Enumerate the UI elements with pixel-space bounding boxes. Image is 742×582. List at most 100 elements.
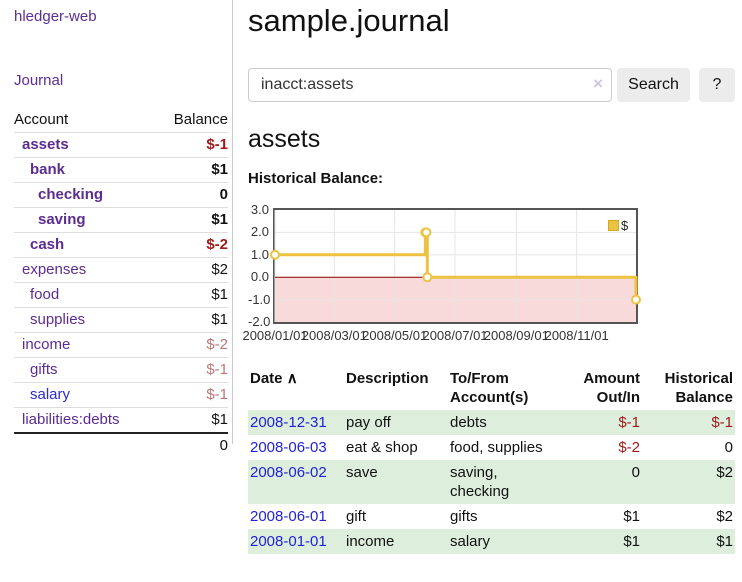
account-heading: assets xyxy=(248,125,321,153)
account-row: gifts $-1 xyxy=(14,357,228,383)
transaction-balance: $1 xyxy=(716,533,733,550)
historical-balance-chart[interactable]: $3.0 2.0 1.0 0.0 -1.0 -2.0 2008/01/01 2008/03/0… xyxy=(242,203,688,346)
transaction-amount: 0 xyxy=(631,464,640,481)
account-link-expenses[interactable]: expenses xyxy=(22,261,87,278)
account-row: checking 0 xyxy=(14,182,228,208)
transaction-amount: $1 xyxy=(623,533,640,550)
account-link-salary[interactable]: salary xyxy=(30,386,71,403)
x-axis-tick-label: 2008/05/01 xyxy=(362,328,428,343)
account-link-income[interactable]: income xyxy=(22,336,71,353)
transaction-accounts: gifts xyxy=(450,508,478,525)
x-axis-tick-label: 2008/07/01 xyxy=(422,328,488,343)
account-link-cash[interactable]: cash xyxy=(30,236,65,253)
search-box: × xyxy=(248,68,612,102)
nav-journal-link[interactable]: Journal xyxy=(14,72,64,89)
transaction-description: pay off xyxy=(346,414,391,431)
register-header-accounts: To/From Account(s) xyxy=(450,370,529,406)
account-link-bank[interactable]: bank xyxy=(30,161,66,178)
account-balance: $1 xyxy=(211,286,228,303)
page-title: sample.journal xyxy=(248,3,450,38)
account-balance: $-2 xyxy=(206,236,228,253)
clear-search-icon[interactable]: × xyxy=(593,74,603,93)
account-row: liabilities:debts $1 xyxy=(14,407,228,434)
accounts-header-account: Account xyxy=(14,111,69,128)
sort-ascending-icon: ∧ xyxy=(286,370,298,387)
account-link-gifts[interactable]: gifts xyxy=(30,361,58,378)
account-row: food $1 xyxy=(14,282,228,308)
account-link-supplies[interactable]: supplies xyxy=(30,311,86,328)
y-axis-tick-label: -2.0 xyxy=(248,314,271,329)
account-balance: $1 xyxy=(211,211,228,228)
account-balance: $1 xyxy=(211,411,228,428)
register-row[interactable]: 2008-01-01 income salary $1 $1 xyxy=(248,529,735,554)
account-row: income $-2 xyxy=(14,332,228,358)
y-axis-tick-label: 1.0 xyxy=(250,246,269,262)
accounts-table: Account Balance assets $-1 bank $1 checking 0… xyxy=(14,108,228,458)
accounts-header-row: Account Balance xyxy=(14,108,228,133)
account-row: saving $1 xyxy=(14,207,228,233)
register-row[interactable]: 2008-06-01 gift gifts $1 $2 xyxy=(248,504,735,529)
legend-label: $ xyxy=(621,218,629,233)
search-button[interactable]: Search xyxy=(617,68,690,102)
transaction-description: gift xyxy=(346,508,367,525)
x-axis-tick-label: 2008/01/01 xyxy=(242,328,308,343)
register-header-date[interactable]: Date ∧ xyxy=(250,370,298,387)
transaction-accounts: saving, checking xyxy=(450,464,510,500)
account-link-food[interactable]: food xyxy=(30,286,60,303)
register-row[interactable]: 2008-06-03 eat & shop food, supplies $-2 0 xyxy=(248,435,735,460)
chart-plot-area[interactable]: $ xyxy=(270,208,641,324)
y-axis-tick-label: 0.0 xyxy=(250,269,269,285)
transaction-date-link[interactable]: 2008-01-01 xyxy=(250,533,327,550)
transaction-accounts: salary xyxy=(450,533,491,550)
y-axis-tick-label: -1.0 xyxy=(248,291,271,307)
account-balance: $-1 xyxy=(206,386,228,403)
accounts-header-balance: Balance xyxy=(173,111,228,128)
transaction-balance: $2 xyxy=(716,508,733,525)
register-table: Date ∧ Description To/From Account(s) Am… xyxy=(248,366,735,554)
account-link-checking[interactable]: checking xyxy=(38,186,104,203)
register-header-amount: Amount Out/In xyxy=(583,370,640,406)
account-link-liabilities-debts[interactable]: liabilities:debts xyxy=(22,411,120,428)
sidebar: hledger-web Journal Account Balance asse… xyxy=(0,0,233,454)
search-input[interactable] xyxy=(248,68,612,102)
chart-title: Historical Balance: xyxy=(248,170,384,187)
transaction-amount: $1 xyxy=(623,508,640,525)
transaction-description: income xyxy=(346,533,395,550)
account-row: assets $-1 xyxy=(14,132,228,158)
y-axis-tick-label: 2.0 xyxy=(250,224,269,240)
transaction-date-link[interactable]: 2008-06-02 xyxy=(250,464,327,481)
data-point-marker xyxy=(631,294,641,305)
account-row: salary $-1 xyxy=(14,382,228,408)
x-axis-tick-label: 2008/09/01 xyxy=(483,328,549,343)
account-link-assets[interactable]: assets xyxy=(22,136,69,153)
account-balance: 0 xyxy=(219,186,228,203)
x-axis-tick-label: 2008/11/01 xyxy=(544,328,609,343)
y-axis-tick-label: 3.0 xyxy=(250,202,269,217)
chart-legend: $ xyxy=(608,218,628,233)
account-balance: $2 xyxy=(211,261,228,278)
app-brand-link[interactable]: hledger-web xyxy=(14,8,97,25)
register-row[interactable]: 2008-12-31 pay off debts $-1 $-1 xyxy=(248,410,735,435)
account-balance: $1 xyxy=(211,311,228,328)
transaction-description: eat & shop xyxy=(346,439,418,456)
account-row: supplies $1 xyxy=(14,307,228,333)
transaction-balance: 0 xyxy=(724,439,733,456)
transaction-date-link[interactable]: 2008-12-31 xyxy=(250,414,327,431)
account-link-saving[interactable]: saving xyxy=(38,211,86,228)
transaction-amount: $-2 xyxy=(618,439,640,456)
transaction-accounts: food, supplies xyxy=(450,439,543,456)
legend-swatch-icon xyxy=(608,220,619,231)
accounts-total-value: 0 xyxy=(219,437,228,454)
register-header-row: Date ∧ Description To/From Account(s) Am… xyxy=(248,366,735,410)
main-content: sample.journal × Search ? assets Histori… xyxy=(242,0,742,554)
register-header-balance: Historical Balance xyxy=(664,370,733,406)
register-row[interactable]: 2008-06-02 save saving, checking 0 $2 xyxy=(248,460,735,504)
transaction-date-link[interactable]: 2008-06-01 xyxy=(250,508,327,525)
search-bar: × Search ? xyxy=(248,68,735,102)
account-row: bank $1 xyxy=(14,157,228,183)
transaction-date-link[interactable]: 2008-06-03 xyxy=(250,439,327,456)
help-button[interactable]: ? xyxy=(699,68,735,102)
transaction-balance: $-1 xyxy=(711,414,733,431)
x-axis-tick-label: 2008/03/01 xyxy=(301,328,367,343)
